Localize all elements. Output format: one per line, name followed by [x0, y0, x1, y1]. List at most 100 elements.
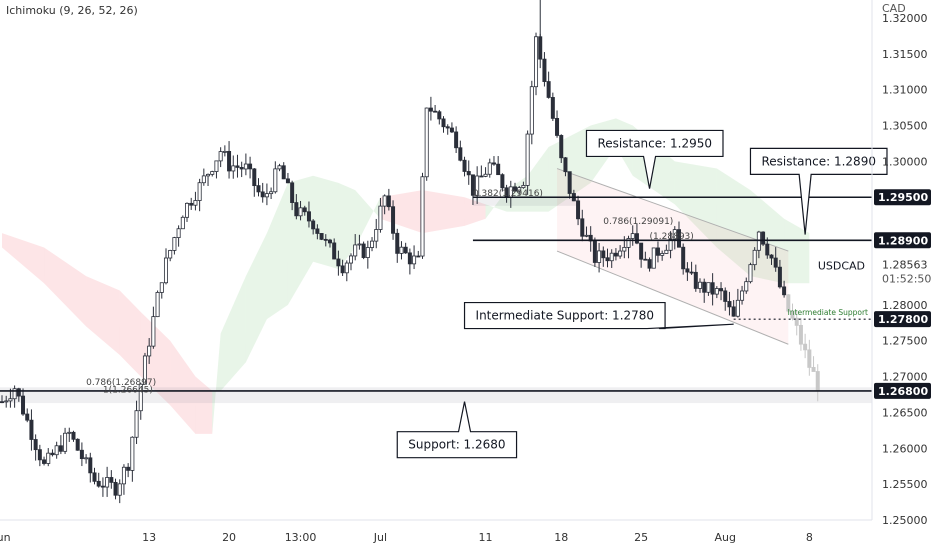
candle-body	[227, 150, 232, 172]
candle-body	[454, 131, 459, 149]
candle-body	[193, 200, 198, 206]
candle-body	[33, 439, 38, 451]
candle-body	[63, 432, 68, 452]
price-tick: 1.31000	[882, 84, 928, 97]
candle-body	[626, 238, 631, 248]
candle-body	[719, 288, 724, 292]
candle-body	[239, 167, 244, 170]
candle-body	[252, 168, 257, 187]
symbol-label: USDCAD	[818, 259, 865, 272]
price-tick: 1.27000	[882, 371, 928, 384]
candle-body	[655, 247, 660, 256]
level-tag-3	[874, 382, 931, 399]
callout-text: Intermediate Support: 1.2780	[476, 309, 655, 323]
time-tick: 25	[634, 531, 648, 544]
level-tag-0	[874, 189, 931, 206]
ichimoku-cloud-segment	[140, 312, 171, 406]
candle-body	[786, 294, 791, 312]
candle-body	[597, 250, 602, 263]
candle-body	[134, 410, 139, 438]
candle-body	[21, 395, 26, 415]
candle-body	[0, 401, 4, 404]
candle-body	[84, 457, 89, 460]
candle-body	[399, 246, 404, 254]
price-tick: 1.30500	[882, 120, 928, 133]
candle-body	[298, 207, 303, 217]
candle-body	[441, 118, 446, 128]
candle-body	[534, 36, 539, 88]
candle-body	[302, 207, 307, 213]
candle-body	[180, 216, 185, 230]
candle-body	[378, 205, 383, 230]
candle-body	[88, 457, 93, 474]
candle-body	[475, 175, 480, 196]
ichimoku-cloud-segment	[506, 175, 528, 212]
candle-body	[126, 466, 131, 471]
candle-body	[361, 243, 366, 258]
candle-body	[306, 211, 311, 222]
candle-body	[92, 472, 97, 482]
candle-body	[752, 249, 757, 266]
ichimoku-cloud-segment	[338, 182, 356, 269]
candle-body	[260, 191, 265, 198]
candle-body	[681, 246, 686, 270]
candle-body	[714, 288, 719, 295]
candle-body	[698, 281, 703, 289]
candle-body	[37, 449, 42, 461]
price-tick: 1.26000	[882, 442, 928, 455]
fib-label: 0.382(1.29416)	[473, 189, 543, 199]
level-tag-text-3: 1.26800	[878, 385, 928, 398]
candle-body	[740, 290, 745, 301]
candle-body	[151, 316, 156, 347]
level-tag-text-2: 1.27800	[878, 313, 928, 326]
candle-body	[248, 163, 253, 170]
candle-body	[651, 247, 656, 269]
channel-fill	[557, 168, 789, 345]
ichimoku-cloud-segment	[44, 247, 87, 327]
candle-body	[189, 202, 194, 206]
candle-body	[117, 483, 122, 496]
candle-body	[370, 240, 375, 248]
ichimoku-cloud-segment	[245, 233, 267, 363]
candle-body	[344, 262, 349, 274]
candle-body	[668, 238, 673, 251]
channel-line	[556, 168, 789, 252]
candle-body	[437, 111, 442, 120]
candle-body	[483, 173, 488, 177]
candle-body	[689, 271, 694, 274]
candle-body	[176, 228, 181, 238]
candle-body	[609, 252, 614, 262]
candle-body	[735, 299, 740, 317]
candle-body	[622, 246, 627, 252]
candle-body	[4, 400, 9, 403]
candle-body	[185, 202, 190, 218]
level-tag-2	[874, 311, 931, 328]
price-tick: 1.26500	[882, 406, 928, 419]
candle-body	[601, 250, 606, 259]
ichimoku-cloud-segment	[548, 125, 591, 212]
ichimoku-cloud-segment	[355, 190, 381, 248]
candle-body	[159, 282, 164, 293]
candle-body	[723, 290, 728, 302]
ichimoku-cloud-segment	[266, 182, 288, 320]
candle-body	[542, 58, 547, 82]
candle-body	[231, 165, 236, 172]
candle-body	[576, 200, 581, 220]
candle-body	[222, 150, 227, 153]
candle-body	[710, 282, 715, 295]
last-price: 1.28563	[882, 258, 928, 271]
fib-label: 0.786(1.26897)	[86, 378, 156, 388]
candle-body	[466, 171, 471, 176]
candle-body	[269, 191, 274, 195]
candle-body	[235, 165, 240, 168]
candle-body	[323, 238, 328, 241]
candle-body	[790, 310, 795, 319]
ichimoku-cloud-segment	[220, 276, 246, 391]
candles	[0, 32, 820, 504]
candle-body	[71, 431, 76, 440]
price-tick: 1.28000	[882, 299, 928, 312]
candle-body	[449, 127, 454, 133]
callout: Resistance: 1.2950	[585, 129, 724, 189]
ichimoku-cloud-segment	[212, 333, 221, 434]
